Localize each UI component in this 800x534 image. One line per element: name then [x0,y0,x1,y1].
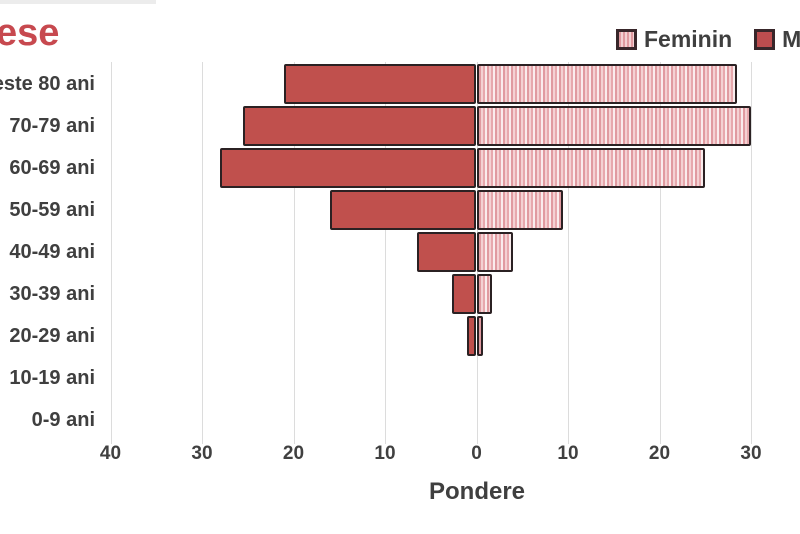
y-axis-category-label: 20-29 ani [9,325,95,347]
bar-feminin [476,274,493,314]
x-tick-label: 0 [471,443,482,464]
bar-feminin [476,106,751,146]
x-axis-title: Pondere [428,478,526,505]
x-tick-label: 10 [557,443,579,464]
gridline [110,62,112,444]
y-axis-category-label: 0-9 ani [31,409,95,431]
y-axis-category-label: 60-69 ani [9,157,95,179]
x-tick-label: 20 [282,443,305,464]
bar-masculin [330,190,477,230]
y-axis-category-label: este 80 ani [0,73,95,95]
legend-item-masculin: Ma [754,26,800,53]
bar-masculin [243,106,477,146]
bar-feminin [476,148,706,188]
x-tick-label: 30 [740,443,762,464]
bar-feminin [476,64,738,104]
y-axis-category-label: 70-79 ani [9,115,95,137]
y-axis-category-label: 50-59 ani [9,199,95,221]
x-tick-label: 30 [191,443,213,464]
y-axis-category-label: 30-39 ani [9,283,95,305]
chart-legend: Feminin Ma [616,26,800,53]
bar-masculin [220,148,477,188]
bar-masculin [284,64,477,104]
gridline [293,62,295,444]
masculin-swatch-icon [754,29,776,50]
gridline [659,62,661,444]
gridline [202,62,203,444]
gridline [751,62,752,444]
gridline [568,62,569,444]
top-edge-strip [0,0,156,4]
bar-masculin [467,316,477,356]
bar-masculin [417,232,477,272]
gridline [385,62,386,444]
bar-feminin [476,190,564,230]
legend-label-masculin: Ma [782,26,800,52]
x-tick-label: 40 [99,443,122,464]
legend-item-feminin: Feminin [616,26,732,53]
x-tick-label: 20 [648,443,671,464]
chart-title: ese [0,12,60,54]
feminin-swatch-icon [616,29,637,50]
bar-feminin [476,232,514,272]
legend-label-feminin: Feminin [644,26,733,52]
bar-feminin [476,316,483,356]
x-tick-label: 10 [374,443,396,464]
y-axis-category-label: 40-49 ani [9,241,95,263]
y-axis-category-label: 10-19 ani [9,367,95,389]
bar-masculin [451,274,477,314]
